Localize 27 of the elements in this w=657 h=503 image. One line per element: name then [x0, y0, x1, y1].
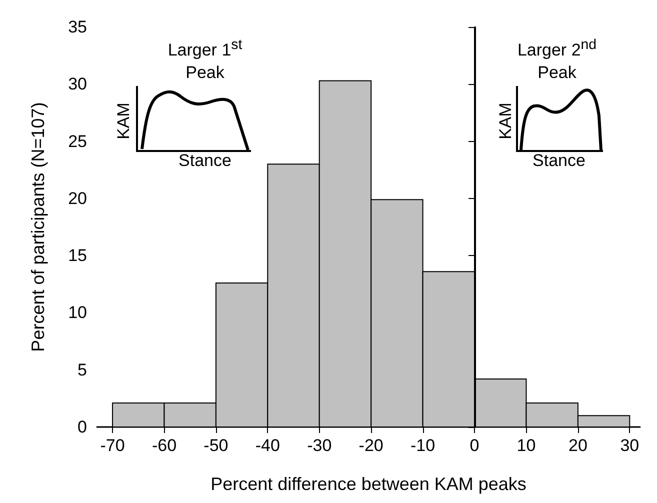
annotation: KAM: [495, 102, 516, 142]
x-tick-label: 20: [568, 436, 588, 455]
x-axis-title: Percent difference between KAM peaks: [210, 474, 526, 494]
x-tick-label: 30: [620, 436, 640, 455]
x-tick-label: -40: [255, 436, 280, 455]
y-tick-label: 0: [78, 418, 87, 436]
x-tick-label: -10: [410, 436, 436, 455]
x-tick-label: -30: [307, 436, 332, 455]
y-tick-label: 20: [68, 188, 87, 208]
y-tick-label: 25: [68, 132, 87, 151]
x-tick-label: -70: [100, 436, 125, 455]
annotation: Larger 1$^{st}$ Peak: [166, 36, 244, 84]
y-tick-label: 35: [68, 18, 87, 36]
annotation: Stance: [178, 150, 232, 172]
x-tick-label: 0: [470, 436, 480, 455]
y-tick-label: 30: [68, 74, 87, 94]
x-tick-label: -20: [358, 436, 384, 455]
annotation: KAM: [113, 102, 134, 142]
y-tick-label: 10: [68, 303, 87, 322]
x-tick-label: -60: [152, 436, 177, 455]
annotation: Larger 2$^{nd}$ Peak: [516, 36, 598, 84]
x-tick-label: 10: [516, 436, 536, 455]
y-tick-label: 5: [78, 360, 87, 380]
y-axis-title: Percent of participants (N=107): [28, 102, 48, 352]
y-tick-label: 15: [68, 246, 87, 266]
annotation: Stance: [532, 150, 586, 172]
x-tick-label: -50: [204, 436, 228, 455]
